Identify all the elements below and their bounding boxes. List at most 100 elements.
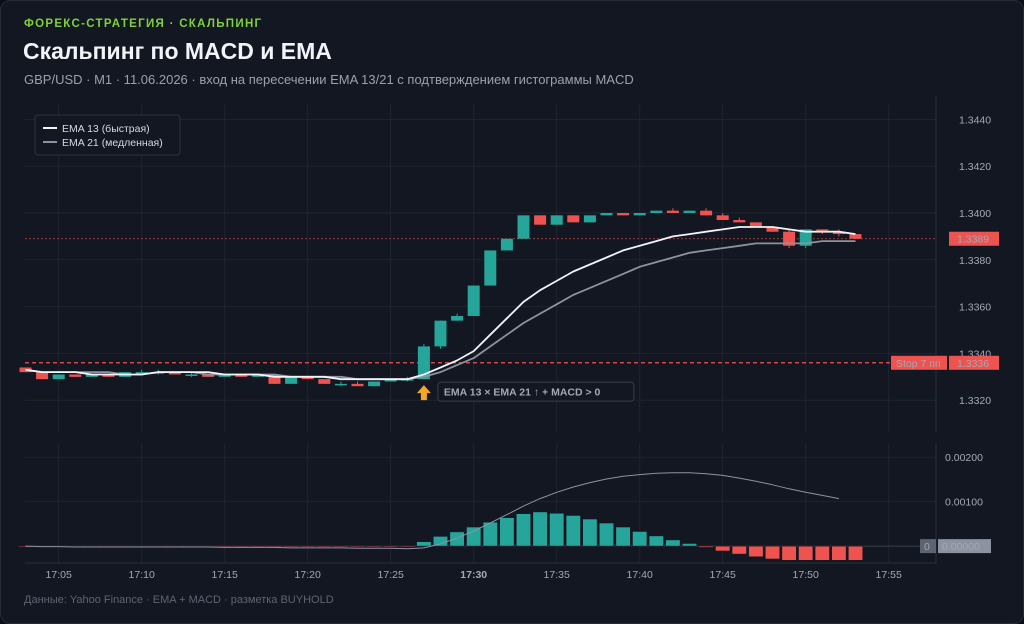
macd-hist-bar: [781, 545, 797, 561]
footer-source: Данные: Yahoo Finance · EMA + MACD · раз…: [24, 594, 334, 606]
macd-hist-bar: [499, 517, 515, 547]
x-tick-label: 17:35: [544, 569, 570, 581]
candle-body: [683, 210, 696, 213]
candle-body: [749, 222, 762, 228]
candle-body: [318, 379, 331, 384]
macd-hist-bar: [715, 545, 731, 552]
stop-tag-label: Stop 7 пп: [896, 358, 941, 370]
candle-body: [235, 374, 248, 377]
candle-body: [417, 346, 430, 380]
last-price-tag-label: 1.3389: [957, 234, 989, 246]
macd-hist-bar: [565, 515, 581, 547]
candle-body: [185, 374, 198, 376]
macd-y-tick-label: 0.00200: [945, 452, 983, 464]
candle-body: [135, 372, 148, 374]
x-tick-label: 17:15: [212, 569, 238, 581]
candle-body: [550, 215, 563, 225]
candle-body: [650, 210, 663, 213]
price-y-tick-label: 1.3420: [959, 161, 991, 173]
macd-zero-tag-label: 0: [924, 541, 930, 553]
macd-zero-value-tag-label: 0.00000: [942, 541, 980, 553]
candle-body: [52, 374, 65, 380]
ema21-line: [25, 240, 856, 381]
macd-hist-bar: [748, 545, 764, 558]
legend-ema13-label: EMA 13 (быстрая): [62, 123, 150, 135]
price-y-tick-label: 1.3400: [959, 208, 991, 220]
candle-body: [334, 383, 347, 386]
price-y-tick-label: 1.3360: [959, 302, 991, 314]
macd-hist-bar: [383, 545, 399, 548]
macd-hist-bar: [283, 545, 299, 548]
candle-body: [633, 213, 646, 216]
candle-body: [567, 215, 580, 223]
macd-line: [25, 472, 839, 550]
x-tick-label: 17:30: [460, 569, 487, 581]
candle-body: [783, 231, 796, 246]
x-tick-label: 17:45: [710, 569, 736, 581]
candle-body: [168, 372, 181, 375]
candle-body: [832, 231, 845, 235]
macd-hist-bar: [532, 511, 548, 547]
candle-body: [102, 374, 115, 377]
candle-body: [500, 238, 513, 251]
macd-hist-bar: [333, 545, 349, 548]
candle-body: [766, 227, 779, 232]
price-y-tick-label: 1.3380: [959, 255, 991, 267]
macd-hist-bar: [731, 545, 747, 555]
x-tick-label: 17:40: [627, 569, 653, 581]
macd-hist-bar: [300, 545, 316, 548]
candle-body: [700, 210, 713, 216]
candle-body: [849, 234, 862, 239]
candle-body: [617, 213, 630, 216]
candle-body: [351, 383, 364, 387]
macd-hist-bar: [632, 531, 648, 547]
candle-body: [484, 250, 497, 286]
macd-zero-value-tag-box: [938, 539, 991, 554]
macd-hist-bar: [814, 545, 830, 561]
kicker: ФОРЕКС-СТРАТЕГИЯ · СКАЛЬПИНГ: [24, 18, 263, 30]
macd-hist-bar: [598, 522, 615, 547]
candle-body: [451, 315, 464, 321]
candle-body: [799, 229, 812, 246]
stop-tag-box: [891, 355, 947, 370]
candle-body: [218, 374, 231, 377]
price-y-tick-label: 1.3440: [959, 114, 991, 126]
macd-hist-bar: [366, 545, 382, 548]
candle-body: [384, 379, 397, 382]
x-tick-label: 17:25: [378, 569, 404, 581]
candle-body: [583, 215, 596, 223]
macd-hist-bar: [681, 543, 698, 547]
candle-body: [69, 374, 82, 377]
candle-body: [85, 374, 98, 377]
candle-body: [202, 374, 215, 377]
candle-body: [600, 213, 613, 216]
candle-body: [268, 374, 281, 384]
macd-hist-bar: [466, 526, 482, 547]
macd-hist-bar: [698, 545, 714, 548]
macd-hist-bar: [482, 521, 498, 547]
candle-body: [251, 374, 264, 377]
stop-price-tag-label: 1.3336: [957, 358, 989, 370]
macd-hist-bar: [416, 541, 432, 547]
macd-hist-bar: [648, 535, 664, 547]
macd-hist-bar: [847, 545, 864, 561]
entry-label-box: [437, 381, 635, 402]
candle-body: [301, 376, 314, 380]
legend-box: [34, 114, 181, 156]
candle-body: [434, 320, 447, 347]
macd-zero-tag-box: [920, 539, 936, 554]
candle-body: [716, 215, 729, 221]
macd-hist-bar: [582, 518, 598, 547]
entry-arrow-icon: [416, 385, 431, 401]
candle-body: [666, 210, 679, 213]
candle-body: [534, 215, 547, 225]
candle-body: [36, 372, 49, 380]
entry-label: EMA 13 × EMA 21 ↑ + MACD > 0: [444, 387, 601, 399]
candle-body: [816, 229, 829, 232]
stop-price-tag-box: [949, 355, 999, 370]
macd-hist-bar: [515, 513, 532, 547]
macd-hist-bar: [798, 545, 814, 561]
candle-body: [368, 381, 381, 387]
macd-hist-bar: [831, 545, 847, 561]
